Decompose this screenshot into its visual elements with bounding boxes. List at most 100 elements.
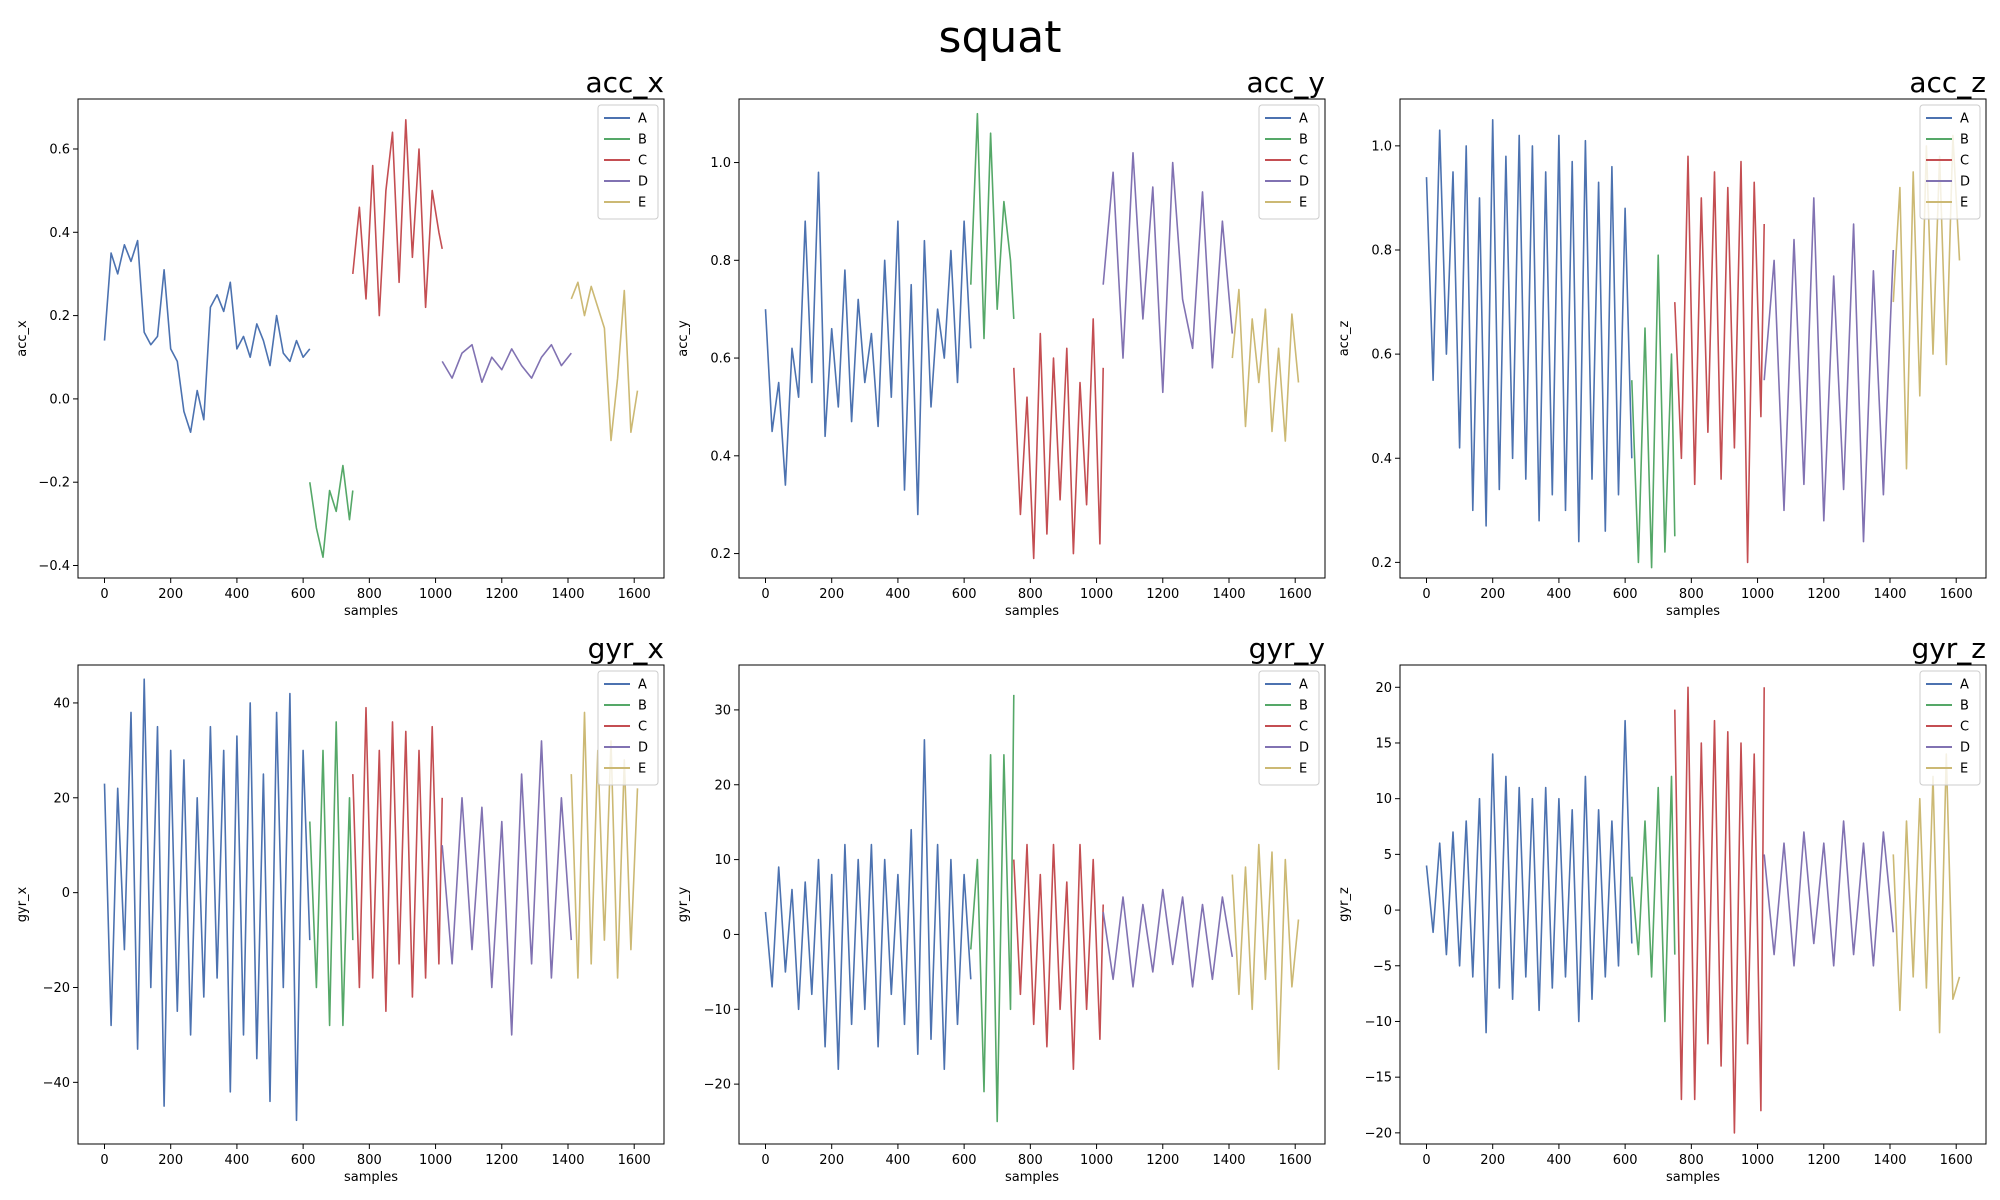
- series-line-A: [764, 738, 972, 1070]
- legend-label-A: A: [1960, 678, 1969, 693]
- x-tick-label: 200: [1480, 1153, 1505, 1168]
- legend-label-D: D: [638, 175, 648, 190]
- y-tick-label: 0.4: [710, 449, 731, 464]
- y-tick-label: −10: [1365, 1015, 1392, 1030]
- series-line-A: [764, 171, 972, 516]
- series-line-D: [441, 343, 572, 384]
- x-axis-label: samples: [1666, 604, 1720, 619]
- y-tick-label: −0.2: [38, 476, 70, 491]
- x-tick-label: 0: [1422, 1153, 1430, 1168]
- series-line-B: [970, 694, 1015, 1123]
- subplot-acc_x: 0 200 400 600 800 1000 1200 1400 1600 −0.4 −0.2 0.0…: [15, 66, 665, 619]
- axes-frame: [738, 664, 1326, 1145]
- x-tick-label: 1400: [551, 1153, 584, 1168]
- axes-frame: [77, 664, 665, 1145]
- y-tick-label: 40: [53, 696, 70, 711]
- legend-box: [1258, 104, 1320, 220]
- x-tick-label: 1600: [618, 1153, 651, 1168]
- y-tick-label: 0: [1384, 904, 1392, 919]
- y-tick-label: −0.4: [38, 559, 70, 574]
- x-tick-label: 400: [1547, 1153, 1572, 1168]
- subplot-title: acc_z: [1909, 66, 1986, 99]
- subplot-gyr_y: 0 200 400 600 800 1000 1200 1400 1600 −20 −10 0 10 20…: [676, 632, 1326, 1185]
- series-line-D: [1763, 820, 1895, 967]
- x-tick-label: 800: [1679, 1153, 1704, 1168]
- series-line-C: [352, 119, 443, 317]
- x-tick-label: 1200: [1146, 587, 1179, 602]
- x-tick-label: 1400: [1212, 587, 1245, 602]
- x-tick-label: 1000: [1741, 587, 1774, 602]
- subplot-acc_z: 0 200 400 600 800 1000 1200 1400 1600 0.2 0.4 0.6 0.…: [1337, 66, 1987, 619]
- subplot-title: gyr_y: [1249, 632, 1325, 665]
- y-tick-label: 20: [714, 778, 731, 793]
- x-tick-label: 0: [100, 587, 108, 602]
- series-line-A: [103, 239, 311, 434]
- legend-label-C: C: [638, 154, 647, 169]
- series-line-E: [1231, 288, 1300, 442]
- y-axis-label: acc_x: [15, 320, 30, 357]
- x-tick-label: 0: [1422, 587, 1430, 602]
- legend-label-C: C: [638, 720, 647, 735]
- y-axis-label: gyr_y: [676, 886, 691, 922]
- x-tick-label: 600: [291, 587, 316, 602]
- y-tick-label: 0.6: [710, 352, 731, 367]
- x-tick-label: 200: [819, 587, 844, 602]
- series-line-B: [970, 112, 1015, 340]
- x-tick-label: 1000: [419, 1153, 452, 1168]
- y-axis-label: acc_y: [676, 320, 691, 357]
- legend-label-B: B: [1299, 133, 1308, 148]
- x-tick-label: 1200: [1146, 1153, 1179, 1168]
- x-tick-label: 1200: [1807, 587, 1840, 602]
- legend-label-A: A: [638, 678, 647, 693]
- legend-label-A: A: [638, 112, 647, 127]
- legend-box: [1919, 670, 1981, 786]
- figure-title: squat: [938, 12, 1062, 63]
- x-tick-label: 1600: [1940, 1153, 1973, 1168]
- y-tick-label: 0.6: [49, 142, 70, 157]
- y-tick-label: 0.6: [1371, 348, 1392, 363]
- x-tick-label: 400: [225, 1153, 250, 1168]
- series-line-A: [1425, 119, 1633, 543]
- x-tick-label: 0: [100, 1153, 108, 1168]
- y-tick-label: 30: [714, 703, 731, 718]
- x-tick-label: 600: [952, 587, 977, 602]
- series-line-D: [441, 740, 573, 1036]
- x-tick-label: 200: [158, 1153, 183, 1168]
- y-axis-label: acc_z: [1337, 321, 1352, 357]
- legend-box: [1258, 670, 1320, 786]
- x-tick-label: 1000: [1080, 587, 1113, 602]
- y-tick-label: −20: [704, 1078, 731, 1093]
- x-tick-label: 1600: [1279, 587, 1312, 602]
- series-line-C: [1674, 155, 1765, 564]
- series-line-E: [570, 281, 639, 442]
- legend-label-B: B: [638, 699, 647, 714]
- x-tick-label: 400: [225, 587, 250, 602]
- legend-label-C: C: [1960, 720, 1969, 735]
- y-tick-label: 1.0: [710, 156, 731, 171]
- series-line-D: [1102, 152, 1234, 394]
- axes-frame: [1399, 664, 1987, 1145]
- legend-label-D: D: [1960, 741, 1970, 756]
- y-tick-label: 15: [1375, 736, 1392, 751]
- series-line-C: [1674, 686, 1765, 1134]
- x-tick-label: 1400: [1212, 1153, 1245, 1168]
- legend-label-A: A: [1299, 112, 1308, 127]
- legend-label-C: C: [1299, 720, 1308, 735]
- series-line-E: [1892, 753, 1961, 1034]
- x-tick-label: 200: [1480, 587, 1505, 602]
- y-tick-label: 0: [723, 928, 731, 943]
- series-line-A: [1425, 719, 1633, 1034]
- subplot-title: acc_x: [585, 66, 664, 99]
- y-tick-label: 0.8: [710, 254, 731, 269]
- x-tick-label: 0: [761, 1153, 769, 1168]
- legend-label-A: A: [1960, 112, 1969, 127]
- subplot-title: gyr_z: [1911, 632, 1986, 665]
- legend-label-C: C: [1960, 154, 1969, 169]
- legend-label-D: D: [1960, 175, 1970, 190]
- x-tick-label: 800: [357, 1153, 382, 1168]
